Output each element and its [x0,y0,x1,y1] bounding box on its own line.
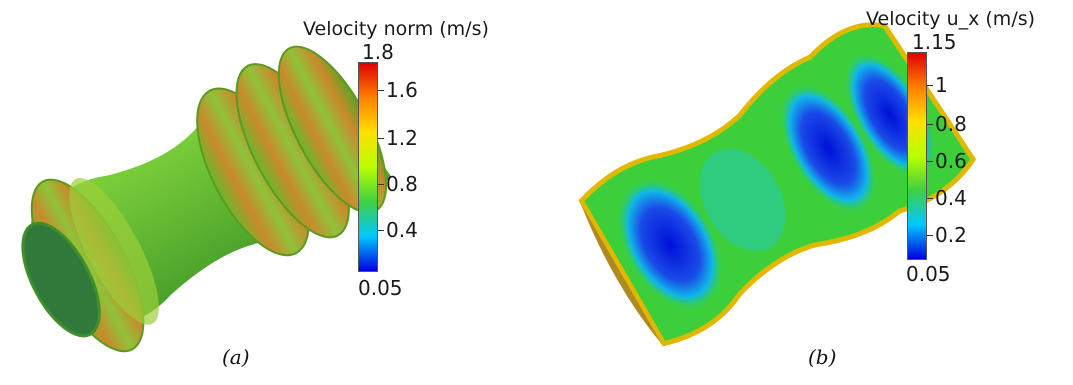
colorbar-title: Velocity norm (m/s) [303,18,489,40]
tick-mark [927,161,933,162]
panel-b: Velocity u_x (m/s) 1.15 1 0.8 0.6 0.4 0.… [540,0,1073,385]
colorbar-max-label: 1.8 [362,40,394,64]
tick-label: 1 [935,73,948,97]
caption-b: (b) [808,345,837,369]
tick-label: 0.8 [386,172,418,196]
colorbar-max-label: 1.15 [912,30,957,54]
colorbar-title: Velocity u_x (m/s) [866,8,1036,30]
tick-label: 1.6 [386,78,418,102]
colorbar [358,62,378,272]
tick-mark [927,198,933,199]
velocity-norm-render [21,45,392,353]
tick-mark [378,138,384,139]
tick-label: 0.4 [386,218,418,242]
tick-label: 1.2 [386,126,418,150]
caption-a: (a) [222,345,250,369]
colorbar-min-label: 0.05 [358,276,403,300]
tick-label: 0.8 [935,112,967,136]
tick-label: 0.6 [935,149,967,173]
velocity-ux-render [578,22,977,347]
tick-mark [927,124,933,125]
tick-mark [927,85,933,86]
tick-mark [378,90,384,91]
tick-label: 0.2 [935,223,967,247]
colorbar [907,52,927,260]
colorbar-min-label: 0.05 [906,262,951,286]
tick-mark [378,230,384,231]
tick-label: 0.4 [935,186,967,210]
tick-mark [378,184,384,185]
panel-a: Velocity norm (m/s) 1.8 1.6 1.2 0.8 0.4 … [21,18,489,369]
tick-mark [927,235,933,236]
